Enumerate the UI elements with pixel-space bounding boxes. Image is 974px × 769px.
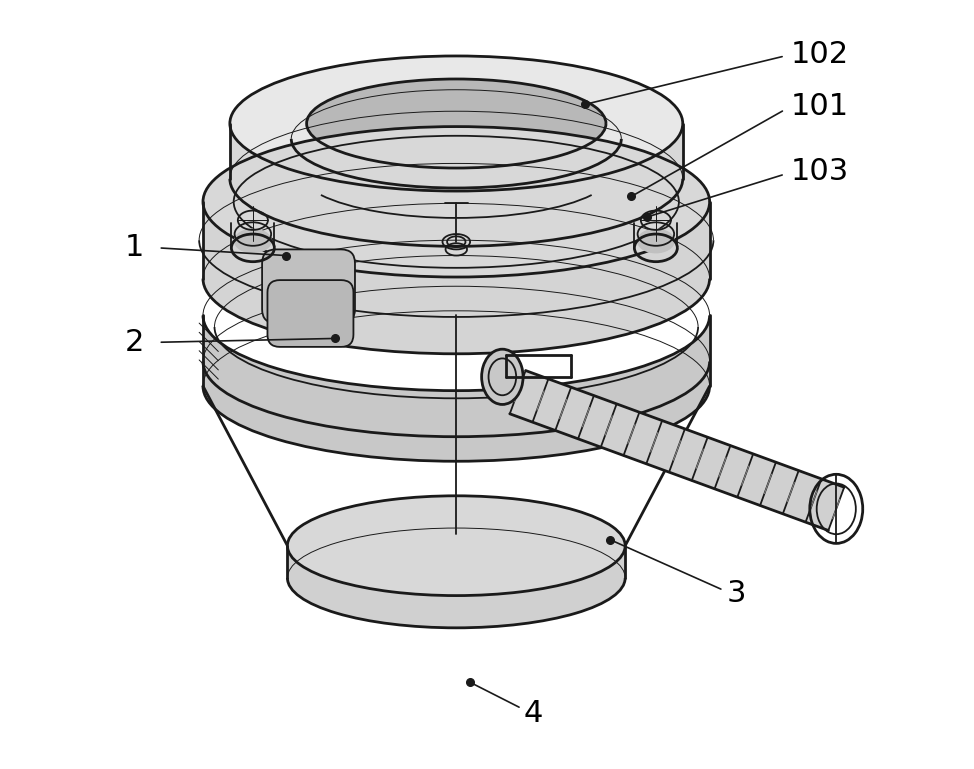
Polygon shape [287, 546, 625, 628]
Text: 1: 1 [125, 233, 144, 262]
FancyBboxPatch shape [268, 280, 354, 347]
Text: 102: 102 [790, 40, 848, 69]
Polygon shape [230, 124, 683, 246]
Text: 103: 103 [790, 157, 848, 185]
Text: 2: 2 [125, 328, 144, 357]
Ellipse shape [307, 79, 606, 168]
Text: 3: 3 [727, 579, 746, 608]
Ellipse shape [203, 127, 710, 277]
Polygon shape [203, 201, 710, 354]
Ellipse shape [638, 229, 674, 253]
Ellipse shape [481, 349, 523, 404]
Ellipse shape [230, 56, 683, 191]
Text: 4: 4 [524, 698, 543, 727]
Ellipse shape [235, 229, 271, 253]
Polygon shape [203, 315, 710, 461]
Ellipse shape [287, 496, 625, 596]
FancyBboxPatch shape [262, 249, 355, 323]
Text: 101: 101 [790, 92, 848, 122]
Polygon shape [509, 371, 844, 531]
